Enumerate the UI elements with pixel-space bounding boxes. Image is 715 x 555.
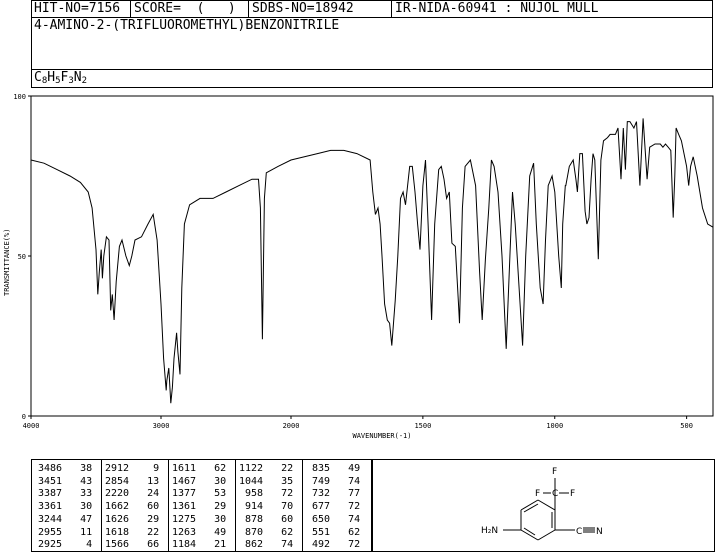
peak-column: 1122 22 1044 35 958 72 914 70 878 60 870 …	[239, 463, 293, 552]
y-tick-label: 100	[13, 93, 26, 101]
peak-table: 3486 38 3451 43 3387 33 3361 30 3244 47 2955 …	[31, 459, 372, 552]
formula-divider	[31, 69, 713, 70]
peak-row: 862 74	[239, 539, 294, 551]
ir-spectrum-chart: 0 50 100 4000 3000 2000 1500 1000 500 TRANSMITT…	[3, 93, 714, 440]
peak-row: 2912 9	[105, 463, 160, 474]
peak-row: 958 72	[239, 488, 294, 500]
header-frame	[31, 0, 713, 88]
score: SCORE= ( )	[134, 1, 236, 16]
peak-row: 2925 4	[38, 539, 93, 551]
peak-row: 1184 21	[172, 539, 227, 551]
peak-row: 2854 13	[105, 475, 160, 487]
peak-row: 878 60	[239, 513, 294, 525]
y-axis: 0 50 100	[13, 93, 31, 421]
peak-column: 2912 9 2854 13 2220 24 1662 60 1626 29 1618 2…	[105, 463, 159, 552]
compound-name: 4-AMINO-2-(TRIFLUOROMETHYL)BENZONITRILE	[34, 18, 340, 33]
peak-row: 1611 62	[172, 463, 227, 474]
sdbs-number: SDBS-NO=18942	[252, 1, 354, 16]
peak-row: 3486 38	[38, 463, 93, 474]
x-axis-label: WAVENUMBER(-1)	[352, 432, 411, 440]
peak-column: 1611 62 1467 30 1377 53 1361 29 1275 30 1263 …	[172, 463, 226, 552]
structure-diagram: H₂N C F F F C N	[481, 467, 603, 541]
peak-column: 3486 38 3451 43 3387 33 3361 30 3244 47 2955 …	[38, 463, 92, 552]
peak-row: 3244 47	[38, 513, 93, 525]
peak-row: 1361 29	[172, 501, 227, 513]
peak-row: 551 62	[306, 526, 361, 538]
peak-row: 1377 53	[172, 488, 227, 500]
peak-row: 677 72	[306, 501, 361, 513]
fluorine-top-label: F	[552, 467, 557, 477]
peak-row: 3387 33	[38, 488, 93, 500]
fluorine-right-label: F	[570, 489, 575, 499]
cf3-carbon-label: C	[552, 489, 558, 499]
x-tick-label: 500	[680, 422, 693, 430]
peak-row: 2220 24	[105, 488, 160, 500]
peak-column-separator	[235, 460, 236, 551]
spectrum-line	[30, 118, 714, 404]
nitrile-nitrogen-label: N	[596, 527, 603, 537]
peak-row: 1626 29	[105, 513, 160, 525]
peak-row: 749 74	[306, 475, 361, 487]
peak-row: 1122 22	[239, 463, 294, 474]
peak-column-separator	[302, 460, 303, 551]
hit-number: HIT-NO=7156	[34, 1, 121, 16]
x-tick-label: 3000	[153, 422, 170, 430]
peak-row: 1275 30	[172, 513, 227, 525]
peak-row: 650 74	[306, 513, 361, 525]
fluorine-left-label: F	[535, 489, 540, 499]
peak-row: 1044 35	[239, 475, 294, 487]
x-tick-label: 1000	[546, 422, 563, 430]
header-row-divider	[31, 0, 713, 18]
ir-method: IR-NIDA-60941 : NUJOL MULL	[395, 1, 599, 16]
y-tick-label: 0	[22, 413, 26, 421]
peak-row: 1566 66	[105, 539, 160, 551]
peak-column: 835 49 749 74 732 77 677 72 650 74 551 6…	[306, 463, 360, 552]
x-tick-label: 4000	[23, 422, 40, 430]
header-separator	[130, 0, 131, 17]
molecular-formula: C8H5F3N2	[34, 70, 87, 86]
amino-group-label: H₂N	[481, 526, 498, 536]
x-tick-label: 2000	[283, 422, 300, 430]
peak-row: 732 77	[306, 488, 361, 500]
peak-row: 492 72	[306, 539, 361, 551]
header-separator	[248, 0, 249, 17]
spectrum-header: HIT-NO=7156 SCORE= ( ) SDBS-NO=18942 IR-…	[31, 0, 713, 88]
molecular-structure: H₂N C F F F C N	[372, 459, 715, 552]
peak-column-separator	[101, 460, 102, 551]
peak-row: 2955 11	[38, 526, 93, 538]
nitrile-carbon-label: C	[576, 527, 582, 537]
x-axis: 4000 3000 2000 1500 1000 500	[23, 416, 693, 430]
header-separator	[391, 0, 392, 17]
peak-row: 835 49	[306, 463, 361, 474]
peak-row: 1618 22	[105, 526, 160, 538]
peak-column-separator	[168, 460, 169, 551]
y-axis-label: TRANSMITTANCE(%)	[3, 229, 11, 296]
peak-row: 914 70	[239, 501, 294, 513]
peak-row: 870 62	[239, 526, 294, 538]
peak-row: 1263 49	[172, 526, 227, 538]
plot-frame	[30, 95, 714, 417]
peak-row: 3451 43	[38, 475, 93, 487]
peak-row: 3361 30	[38, 501, 93, 513]
peak-row: 1467 30	[172, 475, 227, 487]
y-tick-label: 50	[18, 253, 26, 261]
x-tick-label: 1500	[414, 422, 431, 430]
peak-row: 1662 60	[105, 501, 160, 513]
